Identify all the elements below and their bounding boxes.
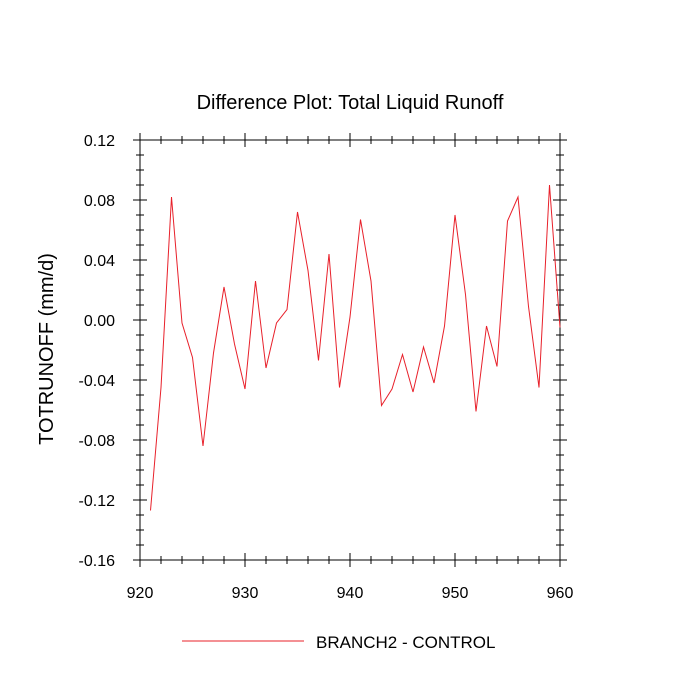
y-tick-label: 0.08 <box>84 193 115 210</box>
y-tick-label: 0.04 <box>84 253 115 270</box>
series-line-0 <box>150 184 561 511</box>
x-tick-label: 960 <box>547 585 574 602</box>
plot-frame <box>139 139 561 561</box>
y-tick-label: 0.00 <box>84 313 115 330</box>
chart-title: Difference Plot: Total Liquid Runoff <box>197 92 504 114</box>
x-axis-ticks <box>139 133 561 567</box>
x-tick-label: 930 <box>232 585 259 602</box>
x-tick-label: 950 <box>442 585 469 602</box>
x-tick-label: 940 <box>337 585 364 602</box>
y-axis-tick-labels: -0.16 -0.12 -0.08 -0.04 0.00 0.04 0.08 0.12 <box>79 133 116 570</box>
y-tick-label: -0.04 <box>79 373 116 390</box>
y-axis-label: TOTRUNOFF (mm/d) <box>36 253 58 445</box>
y-tick-label: -0.08 <box>79 433 116 450</box>
y-axis-ticks <box>133 139 567 561</box>
y-tick-label: 0.12 <box>84 133 115 150</box>
legend: BRANCH2 - CONTROL <box>182 633 495 652</box>
y-tick-label: -0.16 <box>79 553 116 570</box>
x-axis-tick-labels: 920 930 940 950 960 <box>127 585 574 602</box>
x-tick-label: 920 <box>127 585 154 602</box>
y-tick-label: -0.12 <box>79 493 116 510</box>
series-layer <box>150 184 561 511</box>
legend-label: BRANCH2 - CONTROL <box>316 633 495 652</box>
